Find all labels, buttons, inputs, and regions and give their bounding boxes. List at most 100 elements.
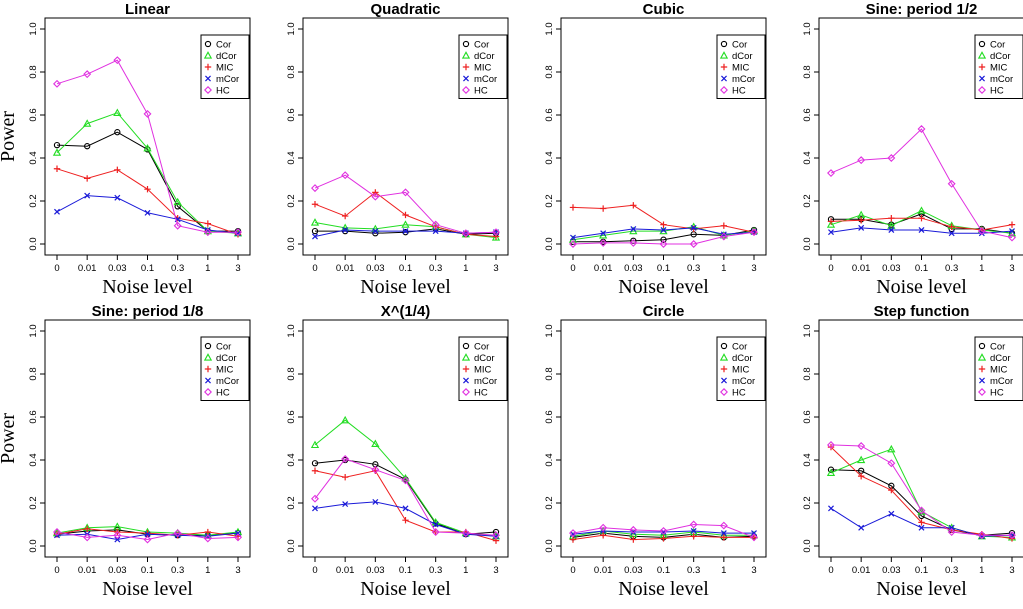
legend-marker-mic <box>204 365 212 373</box>
x-axis-label: Noise level <box>876 578 967 600</box>
y-tick-label: 0.6 <box>28 410 39 423</box>
x-tick-label: 1 <box>721 263 726 274</box>
data-point-hc <box>492 228 500 237</box>
legend-label: dCor <box>474 51 495 62</box>
x-axis-label: Noise level <box>360 578 451 600</box>
y-tick-label: 0.2 <box>802 194 813 207</box>
data-point-mic <box>720 534 728 541</box>
panel-title: Circle <box>643 303 685 320</box>
panel-8: Step function 0.0 0.2 0.4 0.6 0.8 1.0 0 0.01 0.03… <box>802 303 1023 600</box>
data-point-mic <box>599 205 607 212</box>
legend-marker-cor <box>462 342 470 350</box>
data-point-hc <box>203 534 212 543</box>
legend-label: Cor <box>990 341 1005 352</box>
data-point-hc <box>947 528 956 537</box>
data-point-cor <box>53 141 61 149</box>
panel-title: Step function <box>874 303 970 320</box>
y-tick-label: 0.4 <box>544 151 555 164</box>
y-tick-label: 0.8 <box>802 367 813 380</box>
data-point-hc <box>857 442 866 451</box>
data-point-hc <box>113 531 122 540</box>
x-tick-label: 0.3 <box>171 565 184 576</box>
data-point-hc <box>1008 531 1016 540</box>
data-point-hc <box>1008 233 1016 242</box>
data-point-mic <box>948 223 955 230</box>
data-point-mcor <box>888 510 895 517</box>
legend-marker-mic <box>462 365 470 373</box>
data-point-mic <box>83 525 91 532</box>
x-tick-label: 0.1 <box>141 263 154 274</box>
data-point-hc <box>599 238 608 247</box>
legend-marker-cor <box>204 342 212 350</box>
x-tick-label: 0.03 <box>366 263 385 274</box>
data-point-hc <box>83 533 92 542</box>
x-tick-label: 0.03 <box>624 263 643 274</box>
y-axis-label: Power <box>0 111 19 162</box>
data-point-mcor <box>144 209 151 216</box>
x-tick-label: 0 <box>828 565 833 576</box>
data-point-hc <box>917 506 926 515</box>
legend-label: MIC <box>216 62 234 73</box>
data-point-mic <box>660 535 667 542</box>
data-point-mcor <box>858 224 865 231</box>
legend-label: mCor <box>474 376 497 387</box>
y-tick-label: 0.2 <box>544 496 555 509</box>
data-point-dcor <box>143 143 152 152</box>
y-tick-label: 1.0 <box>286 324 297 337</box>
x-tick-label: 3 <box>1009 263 1014 274</box>
data-point-hc <box>234 228 242 237</box>
y-tick-label: 0.6 <box>286 410 297 423</box>
data-point-mic <box>569 204 577 211</box>
legend-label: Cor <box>474 341 489 352</box>
data-point-dcor <box>83 119 92 127</box>
data-point-mcor <box>858 524 865 531</box>
legend-label: mCor <box>216 376 239 387</box>
data-point-cor <box>114 129 121 136</box>
y-tick-label: 0.6 <box>802 410 813 423</box>
data-point-mcor <box>630 225 637 232</box>
data-point-dcor <box>310 218 320 226</box>
y-tick-label: 0.0 <box>802 539 813 552</box>
data-point-cor <box>660 236 667 243</box>
data-point-mcor <box>372 498 379 505</box>
series-line-hc <box>56 59 238 233</box>
data-point-hc <box>887 154 896 162</box>
data-point-mcor <box>342 501 349 508</box>
data-point-dcor <box>173 197 182 206</box>
data-point-hc <box>341 171 350 180</box>
data-point-hc <box>492 531 500 540</box>
y-tick-label: 0.2 <box>802 496 813 509</box>
data-point-cor <box>311 460 319 467</box>
data-point-mic <box>83 175 91 182</box>
panel-title: Cubic <box>643 1 685 18</box>
data-point-mcor <box>918 524 925 531</box>
y-tick-label: 0.4 <box>28 453 39 466</box>
legend-label: dCor <box>990 353 1011 364</box>
y-tick-label: 0.4 <box>28 151 39 164</box>
y-tick-label: 0.0 <box>28 539 39 552</box>
data-point-dcor <box>310 440 320 449</box>
data-point-hc <box>461 229 470 238</box>
data-point-mic <box>857 217 865 224</box>
legend-marker-cor <box>978 342 986 350</box>
legend-marker-mcor <box>979 75 985 82</box>
data-point-mcor <box>432 521 439 528</box>
data-point-mcor <box>312 233 318 240</box>
data-point-mcor <box>312 505 318 512</box>
legend-label: MIC <box>216 364 234 375</box>
data-point-mic <box>492 233 500 240</box>
data-point-hc <box>431 220 440 229</box>
legend-label: HC <box>990 85 1004 96</box>
x-tick-label: 0.03 <box>108 263 127 274</box>
x-tick-label: 0.01 <box>78 565 97 576</box>
legend-marker-hc <box>978 86 986 94</box>
y-tick-label: 0.6 <box>544 108 555 121</box>
data-point-hc <box>689 520 698 529</box>
x-tick-label: 0.3 <box>945 263 958 274</box>
legend-label: HC <box>732 387 746 398</box>
